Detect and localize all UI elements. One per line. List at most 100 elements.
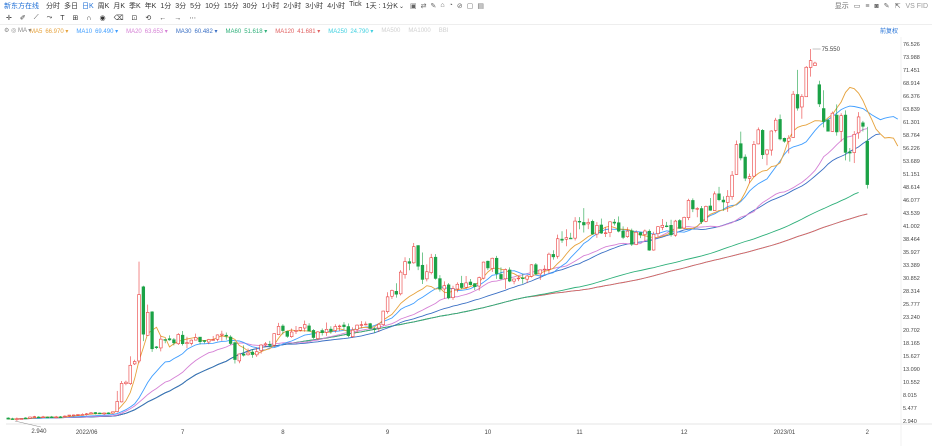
legend-ma120[interactable]: MA120 41.681 ▾ bbox=[275, 28, 320, 35]
candle-body bbox=[765, 149, 769, 155]
candle-body bbox=[255, 351, 259, 356]
y-tick-label: 63.839 bbox=[903, 107, 920, 113]
period-12[interactable]: 30分 bbox=[242, 3, 258, 10]
candle-body bbox=[460, 283, 464, 288]
candle-body bbox=[93, 412, 98, 414]
candle-body bbox=[599, 224, 603, 234]
period-6[interactable]: 年K bbox=[144, 3, 157, 10]
period-0[interactable]: 分时 bbox=[46, 3, 60, 10]
candle-body bbox=[32, 416, 36, 418]
period-9[interactable]: 5分 bbox=[190, 3, 202, 10]
x-tick-label: 12 bbox=[681, 430, 688, 436]
menu-icon[interactable]: ≡ bbox=[865, 2, 870, 10]
reset-icon[interactable]: ⟲ bbox=[145, 15, 152, 22]
candle-body bbox=[433, 256, 438, 279]
candle-body bbox=[89, 412, 93, 415]
period-7[interactable]: 1分 bbox=[160, 3, 172, 10]
legend-ma30[interactable]: MA30 60.482 ▾ bbox=[176, 28, 218, 35]
candle-body bbox=[468, 281, 473, 285]
candle-body bbox=[822, 108, 826, 122]
legend-bbi[interactable]: BBI bbox=[439, 28, 449, 35]
legend-name: MA1000 bbox=[408, 28, 431, 34]
pen-icon[interactable]: ✐ bbox=[19, 15, 26, 22]
y-tick-label: 13.090 bbox=[903, 367, 920, 373]
candle-body bbox=[691, 200, 695, 210]
x-tick-label: 9 bbox=[386, 430, 390, 436]
calendar-icon[interactable]: ▤ bbox=[477, 3, 484, 10]
legend-ma1000[interactable]: MA1000 bbox=[408, 28, 430, 35]
period-16[interactable]: 4小时 bbox=[327, 3, 346, 10]
candle-body bbox=[477, 277, 481, 287]
candle-body bbox=[233, 342, 237, 360]
legend-ma5[interactable]: MA5 66.970 ▾ bbox=[30, 28, 68, 35]
period-10[interactable]: 10分 bbox=[205, 3, 220, 10]
legend-ma20[interactable]: MA20 63.653 ▾ bbox=[126, 28, 168, 35]
compare-icon[interactable]: ⇄ bbox=[420, 3, 427, 10]
crosshair-icon[interactable]: ✛ bbox=[6, 15, 12, 22]
x-tick-label: 8 bbox=[281, 430, 285, 436]
lock-icon[interactable]: ⊡ bbox=[131, 15, 138, 22]
snapshot-icon[interactable]: ▢ bbox=[466, 3, 474, 10]
period-3[interactable]: 周K bbox=[97, 3, 110, 10]
measure-icon[interactable]: ⊞ bbox=[72, 15, 79, 22]
replay-icon[interactable]: ⊘ bbox=[456, 3, 463, 10]
candlestick-chart[interactable]: 76.526 73.988 71.451 68.914 66.376 63.839 61.3… bbox=[0, 37, 932, 446]
candle-body bbox=[756, 129, 760, 145]
legend-value: 63.653 ▾ bbox=[144, 29, 168, 35]
legend-ma250[interactable]: MA250 24.790 ▾ bbox=[328, 28, 373, 35]
legend-ma60[interactable]: MA60 51.618 ▾ bbox=[226, 28, 268, 35]
candle-body bbox=[630, 230, 634, 245]
more-icon[interactable]: ⋯ bbox=[189, 15, 197, 22]
candle-body bbox=[76, 414, 80, 416]
candle-body bbox=[695, 208, 699, 210]
period-14[interactable]: 2小时 bbox=[283, 3, 302, 10]
magnet-icon[interactable]: ∩ bbox=[86, 14, 92, 22]
candle-body bbox=[455, 283, 460, 290]
candle-body bbox=[494, 257, 499, 274]
adjust-mode[interactable]: 前复权 bbox=[879, 29, 898, 35]
period-18[interactable]: 1天 : 1分K bbox=[366, 1, 404, 11]
alert-icon[interactable]: ◔ bbox=[448, 2, 453, 9]
indicator-icon[interactable]: ▣ bbox=[410, 3, 417, 10]
period-15[interactable]: 3小时 bbox=[305, 3, 324, 10]
template-icon[interactable]: ⌂ bbox=[440, 2, 445, 9]
display-menu[interactable]: 显示 bbox=[834, 3, 849, 10]
period-8[interactable]: 3分 bbox=[175, 3, 187, 10]
candle-body bbox=[163, 339, 167, 341]
candle-body bbox=[547, 253, 551, 270]
period-4[interactable]: 月K bbox=[113, 3, 126, 10]
top-right-controls: 显示 ▭ ≡ ◙ ✎ ⇱ VS FID bbox=[835, 0, 928, 12]
legend-controls[interactable]: ⚙ ◎ MA ▾ bbox=[4, 28, 32, 34]
candle-body bbox=[390, 290, 394, 297]
line-icon[interactable]: ⟋ bbox=[33, 14, 39, 21]
period-5[interactable]: 季K bbox=[129, 3, 141, 10]
candle-body bbox=[795, 94, 800, 109]
legend-ma500[interactable]: MA500 bbox=[381, 28, 400, 35]
camera-icon[interactable]: ◙ bbox=[874, 2, 879, 10]
candle-body bbox=[259, 344, 263, 351]
window-icon[interactable]: ▭ bbox=[853, 3, 861, 10]
period-13[interactable]: 1小时 bbox=[261, 3, 280, 10]
eye-icon[interactable]: ◉ bbox=[99, 15, 106, 22]
candle-body bbox=[23, 417, 28, 420]
period-2[interactable]: 日K bbox=[82, 3, 94, 10]
edit-icon[interactable]: ✎ bbox=[883, 3, 890, 10]
y-tick-label: 20.702 bbox=[903, 328, 920, 334]
candle-body bbox=[237, 353, 241, 362]
text-icon[interactable]: T bbox=[60, 14, 65, 22]
compare-label[interactable]: VS FID bbox=[905, 2, 928, 10]
period-11[interactable]: 15分 bbox=[223, 3, 239, 10]
stock-name[interactable]: 新东方在线 bbox=[4, 3, 39, 10]
legend-ma10[interactable]: MA10 69.490 ▾ bbox=[76, 28, 118, 35]
trend-line-icon[interactable]: ⤳ bbox=[46, 14, 53, 21]
draw-icon[interactable]: ✎ bbox=[430, 3, 437, 10]
candle-body bbox=[590, 221, 595, 235]
delete-icon[interactable]: ⌫ bbox=[113, 15, 124, 22]
period-17[interactable]: Tick bbox=[349, 1, 362, 8]
arrow-left-icon[interactable]: ← bbox=[159, 14, 167, 22]
arrow-right-icon[interactable]: → bbox=[174, 14, 182, 22]
period-1[interactable]: 多日 bbox=[64, 3, 78, 10]
candle-body bbox=[556, 238, 560, 257]
candle-body bbox=[346, 326, 350, 336]
share-icon[interactable]: ⇱ bbox=[894, 3, 901, 10]
